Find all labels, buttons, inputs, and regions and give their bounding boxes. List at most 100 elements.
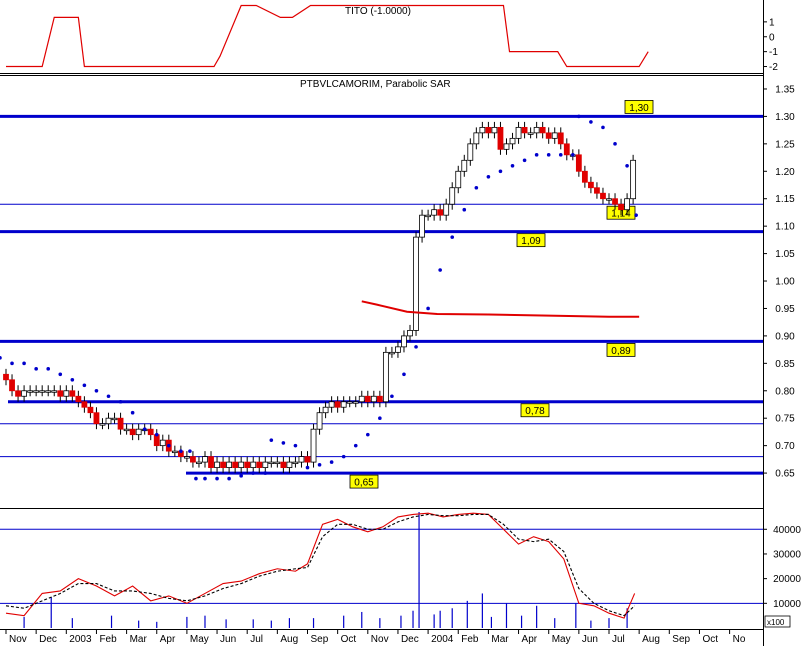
- x-tick-label: No: [733, 634, 746, 645]
- sar-dot: [402, 372, 406, 377]
- sar-dot: [426, 306, 430, 311]
- sar-dot: [353, 443, 358, 448]
- candle-body: [395, 346, 401, 353]
- support-resistance-levels: 1,301,141,090,890,780,65: [0, 100, 763, 489]
- sar-dot: [390, 394, 394, 399]
- candle-body: [497, 126, 504, 150]
- candle-body: [220, 461, 226, 468]
- candle-body: [581, 170, 588, 183]
- x-tick-label: Jul: [612, 634, 625, 645]
- price-y-tick-label: 1.25: [775, 139, 795, 150]
- candle-body: [183, 456, 190, 459]
- volume-reference-lines: [0, 528, 763, 604]
- candle-body: [87, 406, 94, 414]
- price-y-tick-label: 0.85: [775, 359, 795, 370]
- candle-body: [624, 198, 630, 211]
- candle-body: [352, 401, 359, 404]
- x-tick-label: Mar: [491, 634, 509, 645]
- candle-body: [340, 401, 347, 408]
- price-y-tick-label: 1.20: [775, 167, 795, 178]
- candle-body: [310, 428, 317, 463]
- x-tick-label: 2003: [69, 634, 92, 645]
- sar-dot: [438, 268, 442, 272]
- sar-dot: [589, 120, 593, 124]
- sar-dot: [293, 443, 298, 448]
- sar-dot: [106, 394, 111, 399]
- sar-dot: [10, 361, 14, 366]
- sar-dot: [46, 367, 51, 371]
- candle-body: [382, 351, 389, 403]
- candle-body: [117, 417, 124, 430]
- candle-body: [147, 428, 154, 436]
- candle-body: [437, 209, 444, 216]
- sar-dot: [130, 410, 135, 415]
- sar-dot: [58, 372, 63, 377]
- sar-dot: [154, 432, 159, 437]
- candle-body: [346, 401, 353, 404]
- candle-body: [545, 132, 552, 139]
- sar-dot: [486, 174, 491, 179]
- sar-dot: [571, 153, 575, 157]
- sar-dot: [239, 474, 243, 478]
- candle-body: [449, 187, 456, 205]
- x-tick-label: Apr: [160, 634, 176, 645]
- candle-body: [69, 390, 76, 397]
- x-tick-label: Dec: [401, 634, 419, 645]
- candle-body: [407, 330, 413, 337]
- level-label-box: [516, 233, 546, 248]
- sar-dot: [522, 158, 527, 163]
- candle-body: [51, 390, 58, 393]
- sar-dot: [251, 471, 256, 475]
- candle-body: [274, 461, 281, 465]
- candle-body: [630, 159, 637, 200]
- x-tick-label: May: [552, 634, 571, 645]
- moving-average-line: [361, 300, 640, 318]
- candle-body: [105, 417, 112, 425]
- sar-dot: [341, 454, 346, 459]
- candle-body: [425, 214, 432, 218]
- candle-body: [370, 395, 377, 403]
- candle-body: [612, 198, 618, 205]
- candle-body: [515, 126, 522, 139]
- candle-body: [286, 461, 293, 468]
- sar-dot: [188, 449, 192, 453]
- price-title: PTBVLCAMORIM, Parabolic SAR: [300, 79, 451, 90]
- volume-dashed-line: [5, 513, 636, 617]
- sar-dot: [625, 163, 629, 168]
- price-y-axis: 1.35 1.30 1.25 1.20 1.15 1.10 1.05 1.00 0.95 0.90…: [763, 84, 795, 480]
- level-label-box: [349, 474, 379, 489]
- sar-dot: [0, 356, 2, 360]
- candle-body: [557, 132, 564, 145]
- candle-body: [431, 209, 438, 216]
- level-label: 0,89: [611, 346, 631, 357]
- volume-y-tick-label: 10000: [773, 599, 801, 610]
- candle-body: [588, 181, 594, 189]
- price-y-tick-label: 0.90: [775, 331, 795, 342]
- candle-body: [298, 456, 305, 463]
- candle-body: [527, 132, 534, 135]
- parabolic-sar-dots: [0, 114, 638, 481]
- candle-body: [461, 159, 468, 172]
- level-label-box: [606, 342, 636, 357]
- x-tick-label: Nov: [9, 634, 27, 645]
- candle-body: [618, 203, 624, 211]
- sar-dot: [203, 476, 207, 481]
- volume-solid-line: [5, 512, 636, 619]
- sar-dot: [546, 153, 551, 157]
- volume-y-axis: 40000 30000 20000 10000: [763, 525, 801, 610]
- candle-body: [75, 395, 82, 403]
- sar-dot: [577, 114, 581, 119]
- candle-body: [202, 456, 208, 463]
- sar-dot: [634, 213, 638, 217]
- candle-body: [196, 461, 202, 465]
- sar-dot: [227, 476, 231, 481]
- candle-body: [539, 126, 546, 134]
- x-tick-label: Aug: [642, 634, 660, 645]
- tito-y-tick-label: -1: [769, 47, 778, 58]
- sar-dot: [534, 153, 539, 157]
- sar-dot: [510, 163, 515, 168]
- sar-dot: [142, 427, 147, 431]
- x-tick-label: Jun: [582, 634, 598, 645]
- candle-body: [21, 390, 27, 397]
